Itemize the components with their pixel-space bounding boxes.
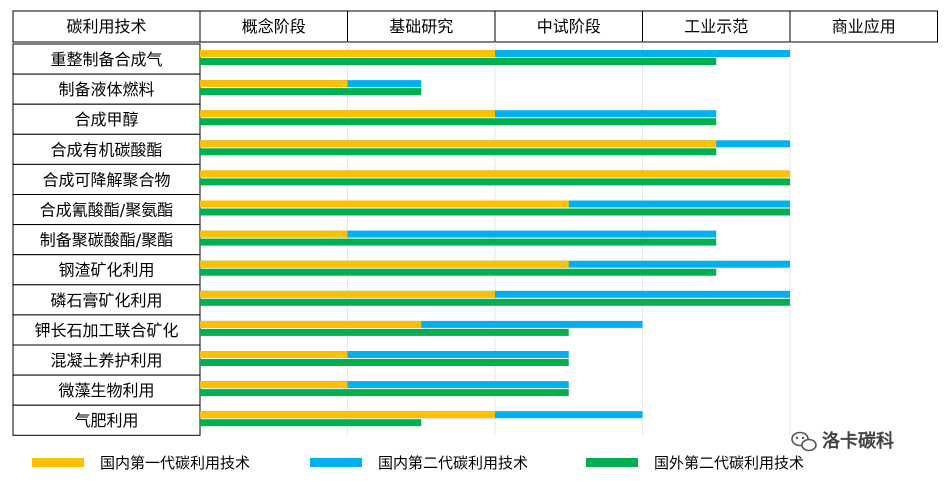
bar-foreign-gen2 [200,58,717,65]
bar-foreign-gen2 [200,238,717,246]
category-label: 混凝土养护利用 [50,351,162,370]
bar-foreign-gen2 [200,178,790,186]
category-label: 合成甲醇 [74,110,138,129]
category-cell [12,344,201,376]
category-label: 合成有机碳酸酯 [50,140,162,159]
bar-domestic-gen1 [200,411,495,419]
category-label: 重整制备合成气 [50,50,162,69]
bar-foreign-gen2 [200,328,569,336]
legend-swatch [310,458,362,467]
category-label: 钢渣矿化利用 [58,261,154,280]
category-cell [12,404,201,436]
watermark-text: 洛卡碳科 [822,430,894,452]
bar-domestic-gen1 [200,260,569,268]
bar-domestic-gen1 [200,230,348,238]
stage-label: 基础研究 [389,17,453,36]
stage-label: 中试阶段 [537,17,601,36]
bar-foreign-gen2 [200,268,717,276]
bar-domestic-gen1 [200,110,495,118]
bars [200,50,790,427]
bar-foreign-gen2 [200,359,569,366]
chart-grid [12,10,938,436]
stage-label: 工业示范 [684,17,748,36]
stage-header: 碳利用技术 概念阶段 基础研究 中试阶段 工业示范 商业应用 [66,17,895,36]
bar-domestic-gen2 [200,230,717,238]
bar-foreign-gen2 [200,389,569,397]
header-corner-label: 碳利用技术 [66,17,146,36]
category-labels: 重整制备合成气制备液体燃料合成甲醇合成有机碳酸酯合成可降解聚合物合成氰酸酯/聚氨… [34,50,178,430]
stage-header-cell [789,10,938,43]
category-label: 制备聚碳酸酯/聚酯 [40,231,173,250]
bar-domestic-gen2 [200,381,569,389]
bar-foreign-gen2 [200,298,790,306]
legend-swatch [32,458,84,467]
legend-label: 国外第二代碳利用技术 [654,454,804,472]
legend: 国内第一代碳利用技术 国内第二代碳利用技术 国外第二代碳利用技术 [32,454,804,472]
category-cell [12,73,201,105]
bar-foreign-gen2 [200,208,790,216]
category-cell [12,43,201,75]
category-label: 磷石膏矿化利用 [50,291,162,310]
stage-label: 商业应用 [832,17,896,36]
bar-domestic-gen1 [200,140,717,148]
category-label: 制备液体燃料 [58,80,154,99]
bar-domestic-gen1 [200,170,790,178]
wechat-icon [791,431,817,452]
legend-label: 国内第一代碳利用技术 [100,454,250,472]
category-label: 气肥利用 [74,411,138,430]
category-cell [12,284,201,316]
watermark: 洛卡碳科 [791,430,894,452]
category-cell [12,314,201,346]
bar-domestic-gen1 [200,200,569,208]
bar-foreign-gen2 [200,148,717,156]
category-label: 合成氰酸酯/聚氨酯 [40,201,173,220]
bar-foreign-gen2 [200,118,717,126]
legend-swatch [586,458,638,467]
category-label: 微藻生物利用 [58,381,154,400]
bar-domestic-gen1 [200,290,495,298]
bar-domestic-gen1 [200,381,348,389]
stage-label: 概念阶段 [242,17,306,36]
bar-foreign-gen2 [200,88,422,96]
bar-domestic-gen1 [200,320,422,328]
bar-foreign-gen2 [200,419,422,427]
bar-domestic-gen1 [200,50,495,57]
category-label: 合成可降解聚合物 [42,170,170,189]
legend-label: 国内第二代碳利用技术 [378,454,528,472]
bar-domestic-gen1 [200,351,348,358]
bar-domestic-gen1 [200,80,348,88]
category-cell [12,374,201,406]
bar-domestic-gen2 [200,351,569,358]
category-label: 钾长石加工联合矿化 [34,321,178,340]
category-cell [12,103,201,135]
category-cell [12,133,201,165]
category-cell [12,224,201,256]
